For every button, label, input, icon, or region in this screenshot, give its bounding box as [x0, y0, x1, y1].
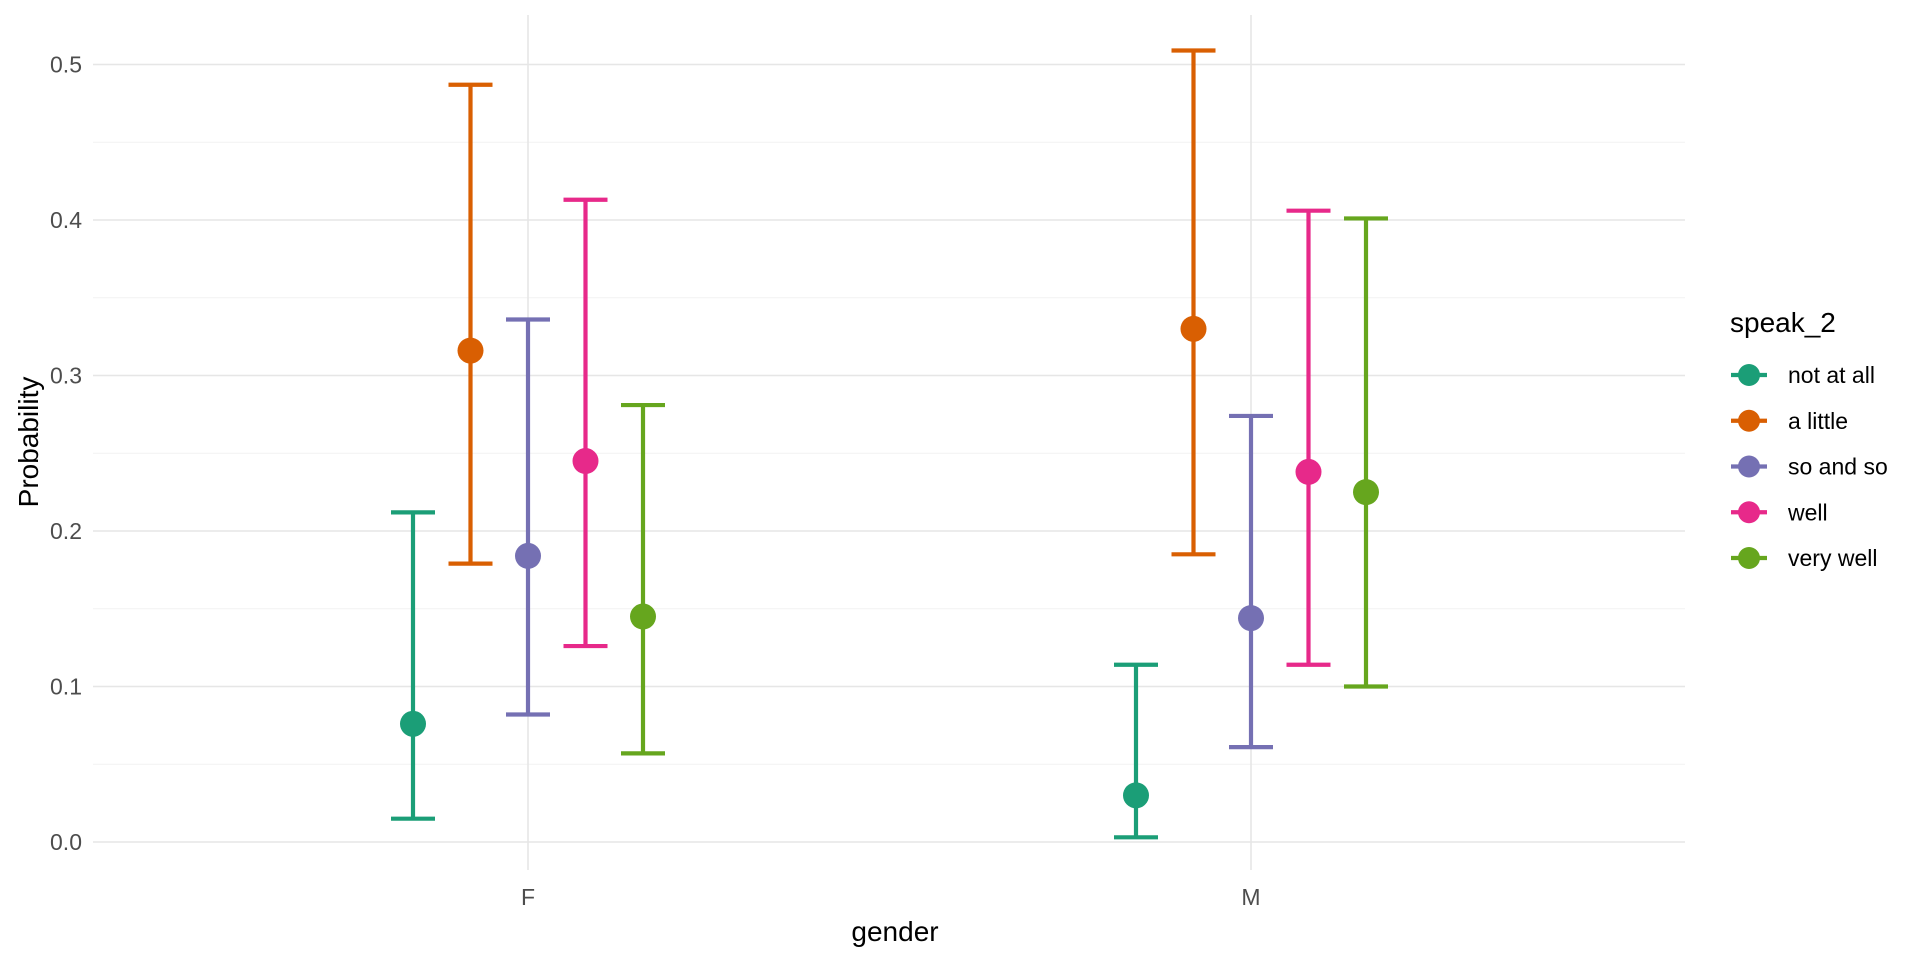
x-tick-label: M — [1241, 884, 1260, 910]
legend-item-label: well — [1787, 499, 1828, 525]
series-not-at-all — [391, 510, 1158, 840]
x-tick-label: F — [521, 884, 535, 910]
point-estimate-dot — [400, 710, 426, 737]
legend-item: well — [1731, 499, 1828, 525]
y-tick-label: 0.1 — [50, 674, 82, 700]
legend-item-label: not at all — [1788, 362, 1875, 388]
y-tick-label: 0.3 — [50, 363, 82, 389]
legend-item: a little — [1731, 408, 1848, 434]
legend-key-dot — [1738, 547, 1760, 569]
y-tick-label: 0.2 — [50, 518, 82, 544]
legend: speak_2 not at all a little so and so well v… — [1730, 307, 1888, 571]
point-estimate-dot — [1238, 605, 1264, 632]
y-axis-title: Probability — [13, 377, 44, 508]
gridlines — [93, 15, 1685, 870]
y-tick-label: 0.0 — [50, 829, 82, 855]
legend-item-label: very well — [1788, 545, 1877, 571]
legend-item: so and so — [1731, 454, 1888, 480]
series-a-little — [448, 48, 1216, 566]
legend-item-label: so and so — [1788, 454, 1888, 480]
point-estimate-dot — [572, 448, 599, 475]
y-tick-label: 0.4 — [50, 207, 82, 233]
point-estimate-dot — [630, 603, 656, 630]
point-estimate-dot — [1180, 315, 1207, 342]
point-estimate-dot — [1353, 479, 1379, 506]
legend-item-label: a little — [1788, 408, 1848, 434]
legend-item: not at all — [1731, 362, 1875, 388]
x-axis-title: gender — [851, 916, 938, 947]
legend-item: very well — [1731, 545, 1877, 571]
point-estimate-dot — [1295, 458, 1322, 485]
legend-key-dot — [1738, 455, 1760, 478]
series-layer — [391, 48, 1388, 840]
point-estimate-dot — [457, 337, 484, 364]
y-tick-label: 0.5 — [50, 52, 82, 78]
legend-title: speak_2 — [1730, 307, 1836, 338]
legend-items: not at all a little so and so well very well — [1731, 362, 1888, 571]
series-so-and-so — [506, 317, 1273, 750]
axis-tick-labels: 0.0 0.1 0.2 0.3 0.4 0.5 F M — [50, 52, 1261, 911]
legend-key-dot — [1738, 364, 1760, 386]
series-well — [563, 197, 1331, 667]
legend-key-dot — [1738, 409, 1760, 432]
series-very-well — [621, 216, 1388, 756]
legend-key-dot — [1738, 501, 1760, 524]
point-estimate-dot — [1123, 782, 1149, 809]
point-estimate-dot — [515, 542, 541, 569]
